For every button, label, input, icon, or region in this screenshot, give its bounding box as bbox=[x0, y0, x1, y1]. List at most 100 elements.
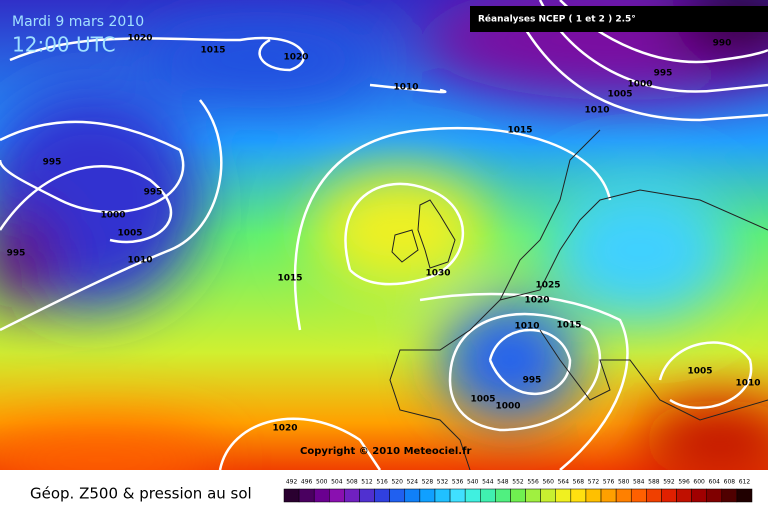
copyright: Copyright © 2010 Meteociel.fr bbox=[300, 446, 471, 457]
isobar-label: 995 bbox=[43, 158, 62, 168]
scale-swatch bbox=[329, 488, 345, 503]
scale-label: 552 bbox=[512, 479, 524, 486]
scale-swatch bbox=[464, 488, 481, 503]
scale-swatch bbox=[298, 488, 315, 503]
coastlines bbox=[389, 129, 768, 471]
scale-label: 576 bbox=[603, 479, 615, 486]
color-scale: 492 496 500 504 508 512 516 520 524 528 532 536 540 5… bbox=[283, 479, 753, 503]
scale-label: 528 bbox=[422, 479, 434, 486]
scale-label: 500 bbox=[316, 479, 328, 486]
isobar-label: 1005 bbox=[117, 229, 142, 239]
isobar-label: 1000 bbox=[495, 402, 520, 412]
scale-swatch bbox=[283, 488, 300, 503]
scale-label: 612 bbox=[739, 479, 751, 486]
legend-title: Géop. Z500 & pression au sol bbox=[30, 485, 252, 503]
isobars bbox=[0, 0, 768, 470]
isobar-label: 1025 bbox=[535, 281, 560, 291]
scale-label: 564 bbox=[558, 479, 570, 486]
scale-swatch bbox=[646, 488, 662, 503]
isobar-label: 995 bbox=[654, 69, 673, 79]
scale-label: 504 bbox=[331, 479, 343, 486]
scale-label: 548 bbox=[497, 479, 509, 486]
scale-swatch bbox=[374, 488, 390, 503]
scale-swatch bbox=[359, 488, 375, 503]
scale-swatch bbox=[615, 488, 632, 503]
scale-label: 516 bbox=[376, 479, 388, 486]
scale-swatch bbox=[510, 488, 526, 503]
isobar-label: 1015 bbox=[200, 46, 225, 56]
isobar-label: 1015 bbox=[277, 274, 302, 284]
scale-label: 604 bbox=[709, 479, 721, 486]
scale-label: 512 bbox=[361, 479, 373, 486]
isobar-label: 1015 bbox=[507, 126, 532, 136]
scale-label: 600 bbox=[693, 479, 705, 486]
scale-swatch bbox=[721, 488, 738, 503]
isobar-label: 1020 bbox=[127, 34, 152, 44]
scale-label: 580 bbox=[618, 479, 630, 486]
isobar-label: 1010 bbox=[393, 83, 418, 93]
isobar-label: 1030 bbox=[425, 269, 450, 279]
scale-swatch bbox=[600, 488, 617, 503]
scale-swatch bbox=[555, 488, 572, 503]
isobar-label: 1015 bbox=[556, 321, 581, 331]
isobar-label: 1005 bbox=[470, 395, 495, 405]
isobar-label: 1010 bbox=[514, 322, 539, 332]
scale-label: 496 bbox=[301, 479, 313, 486]
isobar-label: 1010 bbox=[584, 106, 609, 116]
isobar-label: 1005 bbox=[607, 90, 632, 100]
scale-swatch bbox=[661, 488, 677, 503]
source-text: Réanalyses NCEP ( 1 et 2 ) 2.5° bbox=[478, 14, 636, 25]
isobar-labels: 1020101510201010995100010051010990101599… bbox=[7, 34, 761, 434]
scale-label: 608 bbox=[724, 479, 736, 486]
scale-swatch bbox=[389, 488, 406, 503]
scale-label: 584 bbox=[633, 479, 645, 486]
source-box bbox=[470, 6, 768, 32]
scale-label: 568 bbox=[573, 479, 585, 486]
scale-label: 540 bbox=[467, 479, 479, 486]
scale-swatch bbox=[313, 488, 330, 503]
scale-label: 536 bbox=[452, 479, 464, 486]
scale-swatch bbox=[449, 488, 466, 503]
scale-swatch bbox=[691, 488, 707, 503]
isobar-label: 1010 bbox=[127, 256, 152, 266]
isobar-label: 995 bbox=[144, 188, 163, 198]
scale-swatch bbox=[585, 488, 602, 503]
scale-label: 524 bbox=[407, 479, 419, 486]
scale-swatch bbox=[676, 488, 692, 503]
scale-swatch bbox=[480, 488, 496, 503]
isobar-label: 1020 bbox=[272, 424, 297, 434]
time-text: 12:00 UTC bbox=[12, 33, 116, 57]
scale-label: 572 bbox=[588, 479, 600, 486]
scale-label: 492 bbox=[286, 479, 298, 486]
isobar-label: 1000 bbox=[100, 211, 125, 221]
date-text: Mardi 9 mars 2010 bbox=[12, 14, 144, 30]
isobar-label: 1000 bbox=[627, 80, 652, 90]
scale-swatch bbox=[736, 488, 753, 503]
scale-swatch bbox=[404, 488, 421, 503]
isobar-label: 995 bbox=[523, 376, 542, 386]
isobar-label: 1010 bbox=[735, 379, 760, 389]
scale-label: 544 bbox=[482, 479, 494, 486]
scale-swatch bbox=[495, 488, 511, 503]
scale-swatch bbox=[540, 488, 556, 503]
scale-swatch bbox=[344, 488, 360, 503]
scale-swatch bbox=[706, 488, 723, 503]
scale-swatch bbox=[570, 488, 587, 503]
scale-label: 520 bbox=[391, 479, 403, 486]
scale-label: 596 bbox=[678, 479, 690, 486]
scale-swatch bbox=[525, 488, 541, 503]
isobar-label: 995 bbox=[7, 249, 26, 259]
scale-label: 532 bbox=[437, 479, 449, 486]
isobar-label: 1005 bbox=[687, 367, 712, 377]
isobar-label: 990 bbox=[713, 39, 732, 49]
scale-swatch bbox=[630, 488, 647, 503]
scale-swatch bbox=[434, 488, 451, 503]
scale-label: 508 bbox=[346, 479, 358, 486]
scale-label: 588 bbox=[648, 479, 660, 486]
scale-label: 560 bbox=[542, 479, 554, 486]
isobar-label: 1020 bbox=[524, 296, 549, 306]
isobar-label: 1020 bbox=[283, 53, 308, 63]
scale-label: 556 bbox=[527, 479, 539, 486]
scale-swatch bbox=[419, 488, 436, 503]
